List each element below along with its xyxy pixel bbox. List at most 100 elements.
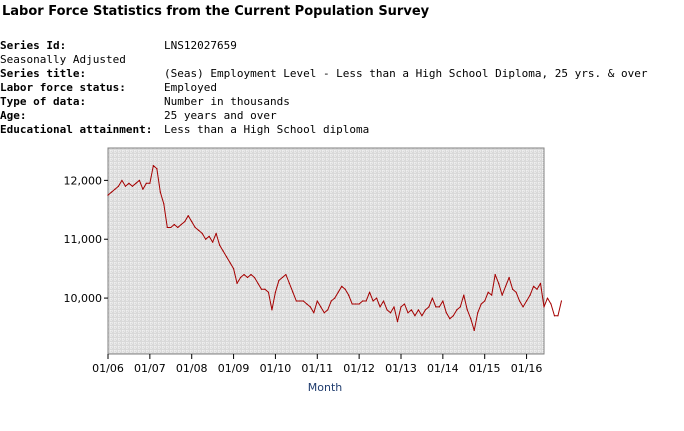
data-point — [403, 303, 406, 305]
data-point — [536, 288, 538, 290]
data-point — [219, 244, 221, 246]
x-tick-label: 01/07 — [134, 362, 166, 375]
data-point — [382, 300, 385, 302]
data-point — [470, 318, 472, 320]
x-tick-label: 01/06 — [92, 362, 124, 375]
data-point — [243, 273, 245, 276]
data-point — [438, 306, 440, 308]
data-point — [253, 276, 256, 279]
x-tick-label: 01/11 — [301, 362, 333, 375]
data-point — [327, 309, 329, 311]
data-point — [522, 306, 524, 308]
data-point — [187, 215, 189, 217]
data-point — [208, 235, 210, 237]
data-point — [135, 182, 137, 184]
metadata-value: (Seas) Employment Level - Less than a Hi… — [164, 67, 648, 80]
data-point — [131, 185, 134, 187]
data-point — [267, 291, 270, 293]
data-point — [473, 329, 475, 332]
data-point — [173, 223, 175, 226]
data-point — [529, 294, 531, 296]
data-point — [375, 297, 378, 299]
data-point — [452, 315, 454, 317]
data-point — [400, 306, 402, 308]
metadata-label: Type of data: — [0, 95, 87, 108]
data-point — [351, 303, 353, 305]
data-point — [257, 282, 259, 284]
data-point — [225, 256, 228, 258]
data-point — [445, 312, 447, 314]
data-point — [124, 185, 127, 187]
x-tick-label: 01/08 — [176, 362, 208, 375]
data-point — [295, 300, 297, 302]
data-point — [159, 191, 161, 193]
data-point — [424, 309, 427, 311]
data-point — [271, 309, 273, 311]
data-point — [480, 303, 482, 305]
data-point — [334, 297, 336, 299]
data-point — [553, 315, 556, 317]
data-point — [449, 318, 451, 320]
y-tick-label: 12,000 — [64, 174, 103, 187]
data-point — [355, 303, 357, 305]
data-point — [543, 306, 545, 308]
data-point — [152, 165, 154, 167]
data-point — [369, 291, 371, 293]
x-tick-label: 01/15 — [469, 362, 501, 375]
metadata-value: 25 years and over — [164, 109, 277, 122]
data-point — [264, 288, 266, 290]
metadata-label: Series Id: — [0, 39, 67, 52]
data-point — [114, 188, 116, 190]
data-point — [501, 294, 503, 296]
data-point — [309, 306, 311, 308]
x-axis-title: Month — [308, 381, 343, 394]
data-point — [215, 232, 217, 234]
data-point — [407, 312, 409, 314]
data-point — [532, 285, 535, 287]
data-point — [149, 182, 151, 184]
data-point — [512, 288, 514, 290]
metadata-value: Less than a High School diploma — [164, 123, 370, 136]
data-point — [250, 273, 252, 276]
data-point — [358, 303, 360, 305]
data-point — [117, 185, 120, 187]
grid-group — [108, 148, 544, 354]
data-point — [459, 306, 461, 308]
data-point — [435, 306, 437, 308]
x-tick-label: 01/13 — [385, 362, 417, 375]
data-point — [344, 288, 346, 290]
data-point — [239, 276, 242, 279]
data-point — [232, 268, 235, 270]
data-point — [306, 303, 308, 305]
data-point — [330, 300, 332, 302]
page-title: Labor Force Statistics from the Current … — [2, 4, 430, 19]
data-points — [107, 165, 563, 332]
data-point — [498, 282, 500, 284]
data-point — [477, 312, 479, 314]
data-point — [525, 300, 528, 302]
data-point — [110, 191, 113, 193]
data-point — [365, 300, 367, 302]
data-point — [379, 306, 381, 308]
data-point — [421, 315, 423, 317]
data-point — [494, 273, 496, 276]
data-point — [278, 279, 280, 282]
employment-line-chart: 10,000 11,000 12,000 01/06 01/07 01/08 01/09 01… — [64, 147, 563, 394]
data-point — [386, 309, 388, 311]
data-point — [198, 229, 200, 231]
data-point — [274, 291, 277, 293]
data-point — [546, 297, 549, 299]
data-point — [145, 182, 147, 184]
data-point — [505, 285, 507, 287]
data-point — [348, 294, 350, 296]
data-point — [428, 306, 430, 308]
data-point — [260, 288, 263, 290]
data-point — [466, 309, 468, 311]
data-point — [107, 194, 109, 196]
data-point — [222, 250, 224, 252]
data-point — [410, 309, 413, 311]
data-point — [292, 291, 294, 293]
data-point — [229, 262, 231, 264]
data-point — [341, 285, 343, 287]
data-point — [246, 276, 249, 279]
